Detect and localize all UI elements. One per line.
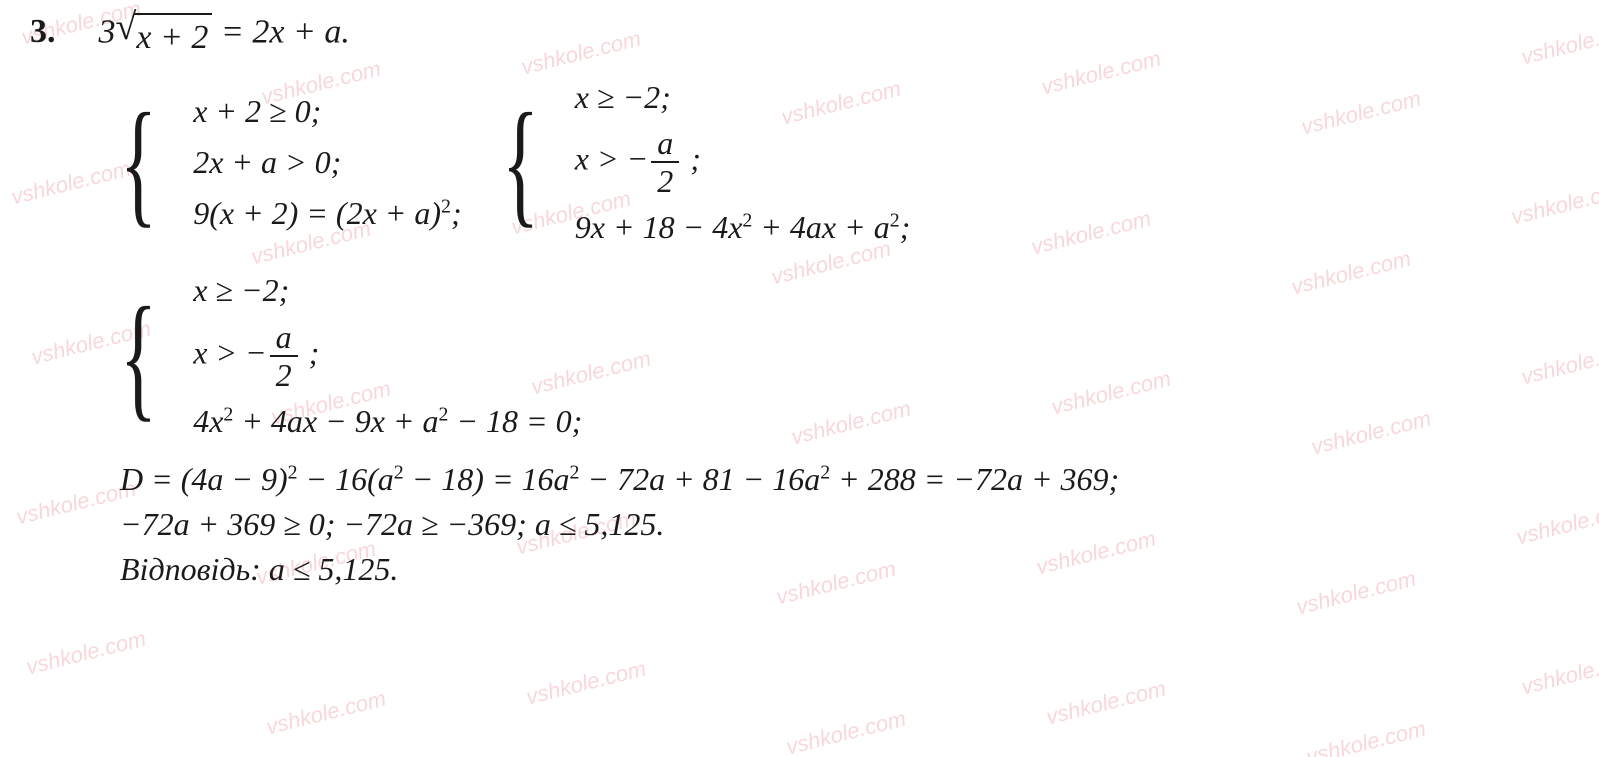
brace2-line2: x > −a2 ;	[575, 127, 910, 197]
brace-glyph: {	[120, 265, 157, 447]
brace1-line3: 9(x + 2) = (2x + a)2;	[193, 193, 461, 234]
factor-3: 3	[99, 14, 116, 51]
brace3-line1: x ≥ −2;	[193, 270, 582, 311]
eq-rhs: = 2x + a.	[212, 14, 349, 51]
header-line: 3. 3√x + 2 = 2x + a.	[30, 10, 1569, 60]
sqrt-expr: √x + 2	[116, 10, 213, 60]
fraction-a-over-2: a2	[270, 321, 298, 391]
brace2-line3: 9x + 18 − 4x2 + 4ax + a2;	[575, 207, 910, 248]
watermark-text: vshkole.com	[1519, 646, 1599, 701]
watermark-text: vshkole.com	[1304, 716, 1429, 757]
brace1-lines: x + 2 ≥ 0; 2x + a > 0; 9(x + 2) = (2x + …	[193, 86, 461, 239]
watermark-text: vshkole.com	[1044, 676, 1169, 731]
brace-block-3: { x ≥ −2; x > −a2 ; 4x2 + 4ax − 9x + a2 …	[120, 265, 582, 447]
brace3-lines: x ≥ −2; x > −a2 ; 4x2 + 4ax − 9x + a2 − …	[193, 265, 582, 447]
brace2-lines: x ≥ −2; x > −a2 ; 9x + 18 − 4x2 + 4ax + …	[575, 72, 910, 254]
watermark-text: vshkole.com	[264, 686, 389, 741]
brace1-line2: 2x + a > 0;	[193, 142, 461, 183]
brace-glyph: {	[502, 72, 539, 254]
main-equation: 3√x + 2 = 2x + a.	[99, 10, 350, 60]
answer-line: Відповідь: a ≤ 5,125.	[120, 549, 1569, 590]
answer-label: Відповідь:	[120, 551, 261, 587]
brace3-line2: x > −a2 ;	[193, 321, 582, 391]
inequality-line: −72a + 369 ≥ 0; −72a ≥ −369; a ≤ 5,125.	[120, 504, 1569, 545]
watermark-text: vshkole.com	[24, 626, 149, 681]
brace-row-1: { x + 2 ≥ 0; 2x + a > 0; 9(x + 2) = (2x …	[120, 72, 1569, 254]
math-page: 3. 3√x + 2 = 2x + a. { x + 2 ≥ 0; 2x + a…	[0, 0, 1599, 604]
brace-glyph: {	[120, 86, 157, 239]
brace-row-2: { x ≥ −2; x > −a2 ; 4x2 + 4ax − 9x + a2 …	[120, 265, 1569, 447]
fraction-a-over-2: a2	[651, 127, 679, 197]
discriminant-line: D = (4a − 9)2 − 16(a2 − 18) = 16a2 − 72a…	[120, 459, 1569, 500]
answer-value: a ≤ 5,125.	[261, 551, 399, 587]
brace-block-2: { x ≥ −2; x > −a2 ; 9x + 18 − 4x2 + 4ax …	[502, 72, 911, 254]
brace3-line3: 4x2 + 4ax − 9x + a2 − 18 = 0;	[193, 401, 582, 442]
watermark-text: vshkole.com	[784, 706, 909, 757]
problem-number: 3.	[30, 10, 90, 54]
brace1-line1: x + 2 ≥ 0;	[193, 91, 461, 132]
brace2-line1: x ≥ −2;	[575, 77, 910, 118]
brace-block-1: { x + 2 ≥ 0; 2x + a > 0; 9(x + 2) = (2x …	[120, 86, 462, 239]
watermark-text: vshkole.com	[524, 656, 649, 711]
